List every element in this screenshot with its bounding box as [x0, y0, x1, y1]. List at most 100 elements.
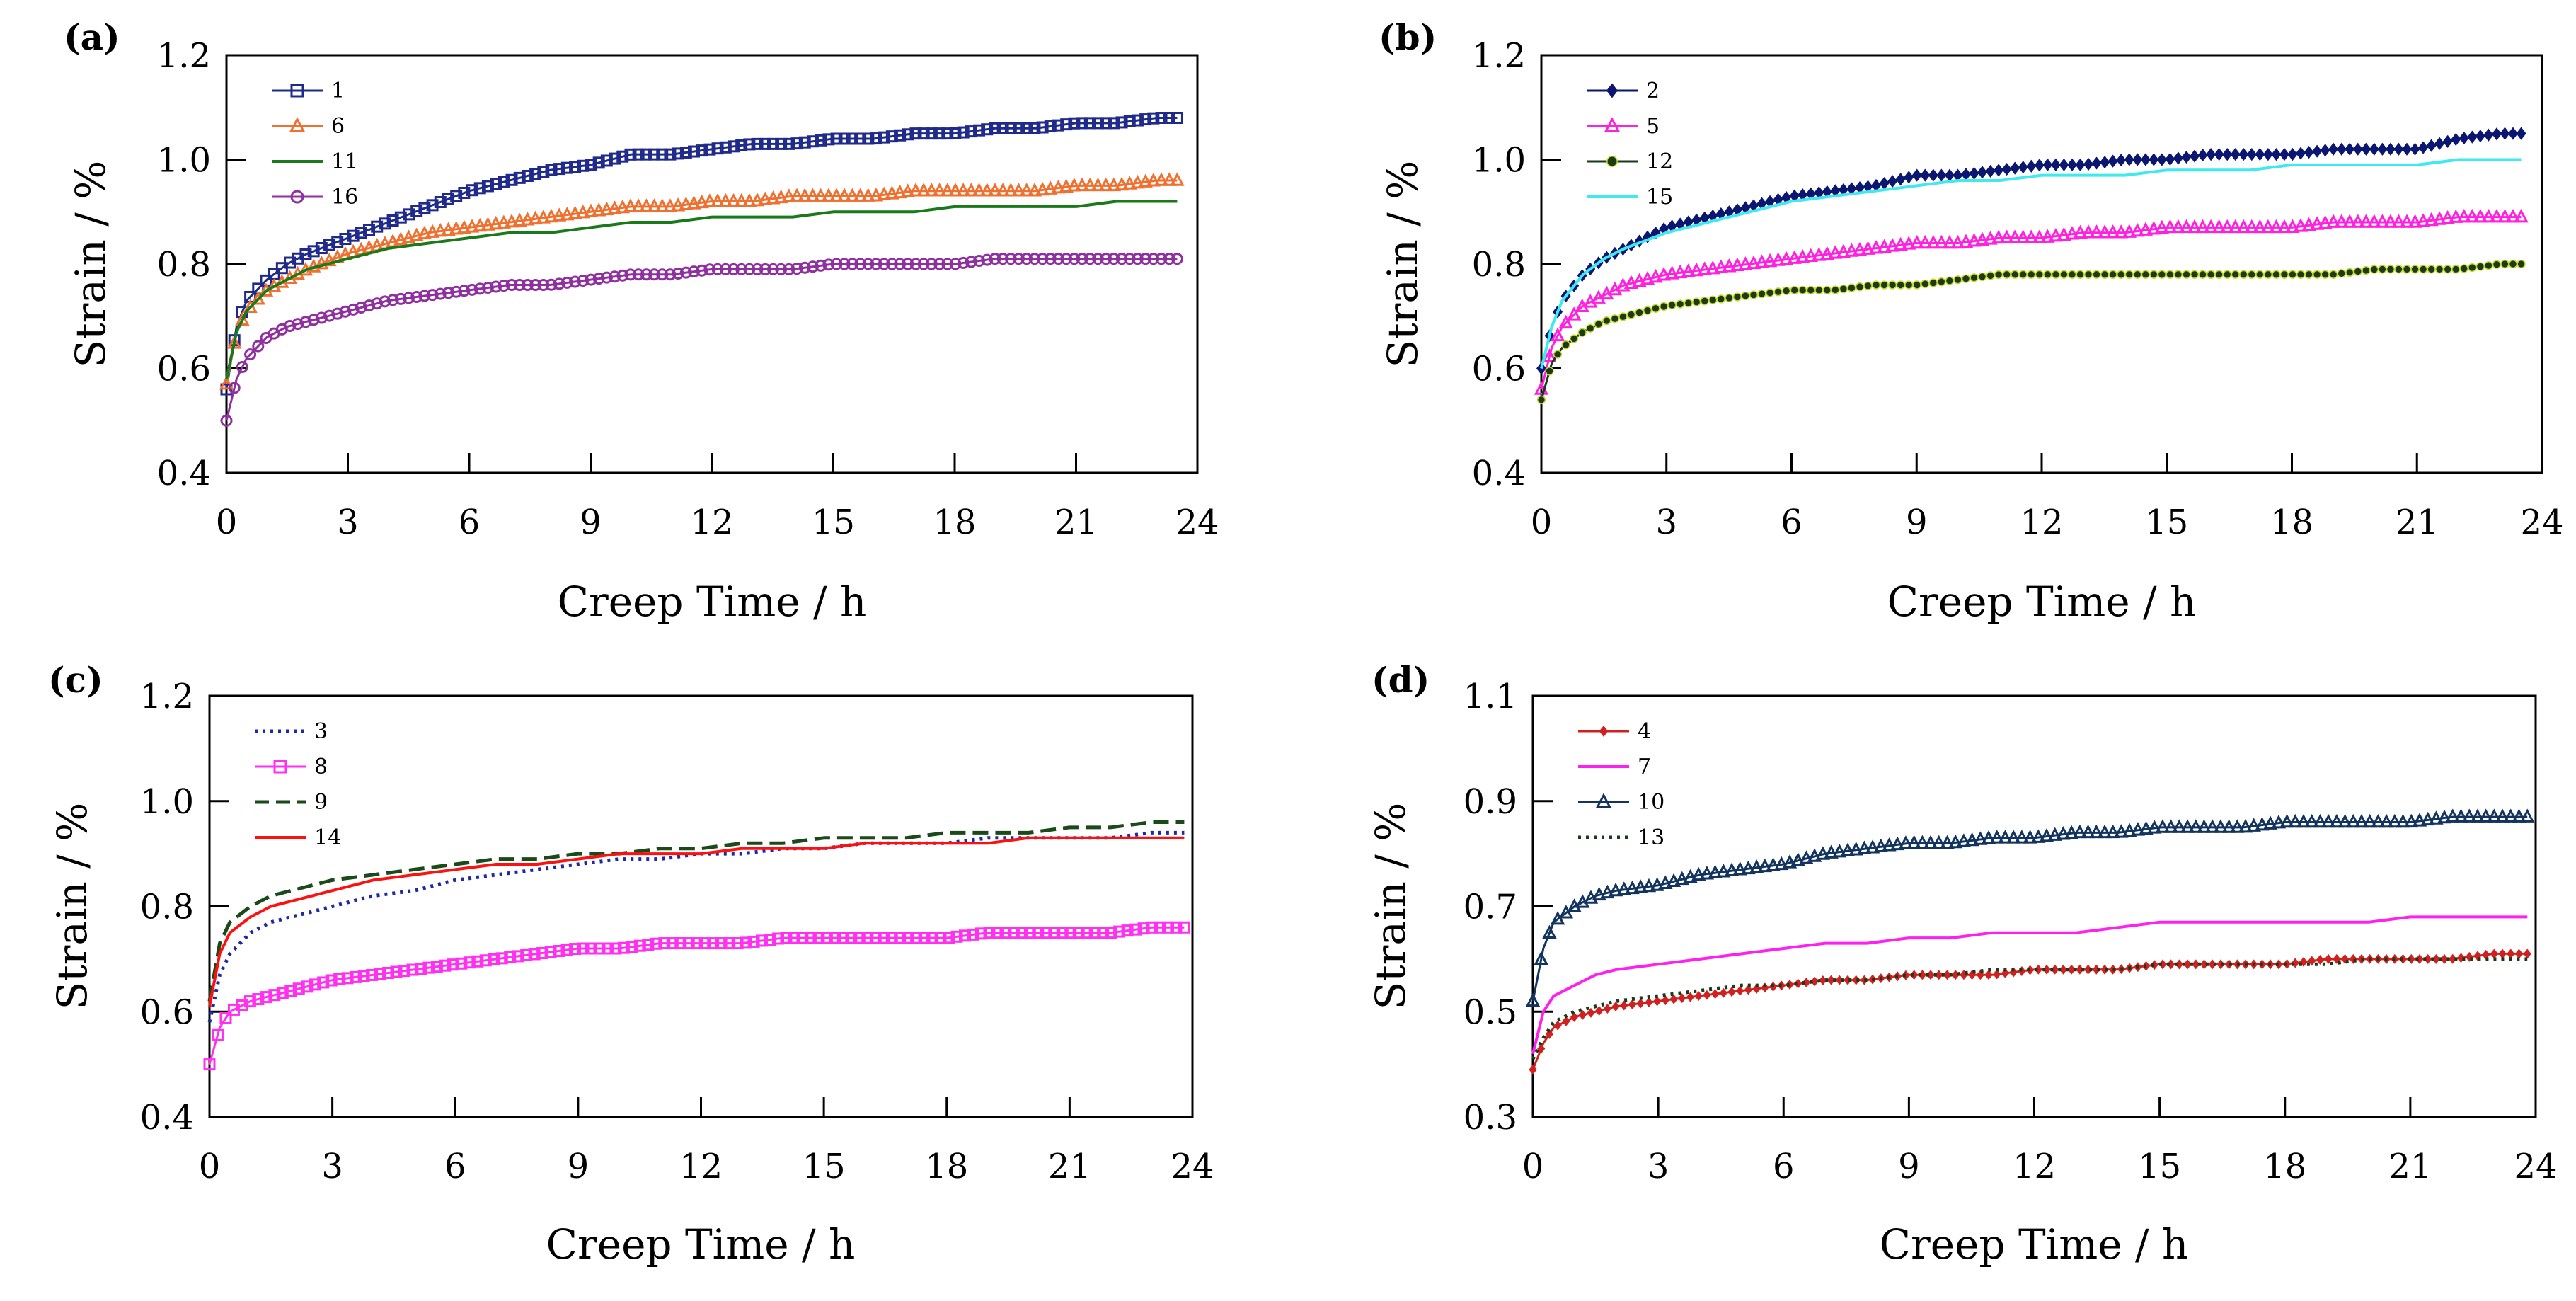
data-point: [996, 122, 1009, 134]
data-point: [640, 268, 652, 281]
data-point: [900, 183, 915, 197]
data-point: [1931, 835, 1946, 849]
data-point: [220, 414, 233, 427]
legend-entry-6: 6: [272, 114, 345, 139]
data-point: [2032, 229, 2047, 243]
data-point: [1171, 253, 1183, 265]
data-point: [479, 954, 492, 967]
data-point: [781, 188, 797, 202]
data-point: [2432, 211, 2447, 225]
data-point: [1007, 927, 1020, 939]
data-point: [560, 161, 573, 174]
data-point: [450, 285, 463, 298]
data-point: [2271, 814, 2287, 829]
data-point: [1981, 830, 1996, 844]
data-point: [2473, 208, 2488, 223]
data-point: [815, 259, 827, 272]
data-point: [394, 292, 407, 305]
data-point: [1994, 164, 2004, 177]
data-point: [458, 187, 471, 200]
x-tick-label: 15: [812, 503, 855, 542]
data-point: [2279, 148, 2289, 161]
data-point: [301, 980, 314, 993]
data-point: [456, 219, 472, 234]
data-point: [309, 978, 321, 991]
data-point: [2230, 819, 2245, 833]
data-point: [838, 258, 851, 270]
data-point: [1722, 258, 1737, 273]
data-point: [1844, 243, 1859, 257]
data-point: [219, 1011, 232, 1024]
data-point: [2073, 224, 2088, 239]
series-7: [1531, 915, 2528, 1055]
data-point: [1032, 927, 1045, 939]
data-point: [544, 208, 559, 223]
data-point: [471, 955, 484, 968]
data-point: [1904, 171, 1914, 184]
data-point: [1610, 314, 1619, 323]
data-point: [1824, 844, 1839, 859]
data-point: [726, 193, 741, 207]
data-point: [758, 191, 773, 205]
data-point: [1553, 1020, 1562, 1031]
data-point: [1868, 240, 1884, 254]
data-point: [473, 217, 488, 232]
data-point: [616, 150, 629, 163]
data-point: [607, 200, 622, 214]
legend-entry-11: 11: [272, 149, 358, 174]
data-point: [406, 963, 419, 976]
data-point: [2188, 819, 2203, 833]
data-point: [1691, 866, 1706, 881]
legend-label: 16: [331, 185, 358, 210]
data-point: [1991, 229, 2006, 244]
data-point: [902, 128, 914, 141]
data-point: [1923, 835, 1938, 849]
data-point: [2495, 808, 2510, 823]
data-point: [1674, 871, 1689, 886]
data-point: [1656, 267, 1672, 281]
data-point: [617, 941, 630, 954]
data-point: [382, 966, 395, 979]
data-point: [2083, 270, 2093, 279]
data-point: [1940, 835, 1955, 849]
data-point: [2362, 265, 2371, 275]
data-point: [1669, 994, 1678, 1004]
data-point: [1844, 975, 1852, 985]
data-point: [1819, 246, 1834, 260]
data-point: [707, 937, 720, 950]
data-point: [1822, 285, 1832, 295]
data-point: [1681, 263, 1696, 277]
data-point: [2334, 214, 2349, 228]
data-point: [350, 970, 362, 983]
data-point: [812, 932, 825, 944]
data-point: [973, 255, 986, 268]
data-point: [2369, 265, 2379, 274]
data-point: [983, 927, 996, 939]
data-point: [520, 212, 535, 226]
data-point: [1600, 884, 1615, 899]
data-point: [766, 263, 779, 275]
data-point: [1603, 1004, 1611, 1014]
data-point: [2362, 813, 2377, 828]
data-point: [1123, 253, 1136, 265]
data-point: [2132, 153, 2143, 166]
data-point: [1122, 176, 1137, 190]
data-point: [1650, 877, 1664, 891]
data-point: [521, 169, 534, 182]
data-point: [656, 148, 669, 161]
data-point: [363, 299, 376, 312]
data-point: [2011, 270, 2020, 279]
data-point: [433, 222, 448, 237]
data-point: [2279, 813, 2294, 828]
data-point: [702, 193, 718, 207]
data-point: [783, 263, 795, 275]
data-point: [655, 198, 669, 212]
data-point: [1664, 265, 1679, 280]
data-point: [1553, 350, 1563, 359]
data-point: [740, 936, 752, 949]
data-point: [2321, 813, 2336, 828]
data-point: [672, 268, 684, 280]
data-point: [488, 953, 500, 965]
data-point: [2097, 224, 2112, 239]
data-point: [1608, 882, 1623, 897]
